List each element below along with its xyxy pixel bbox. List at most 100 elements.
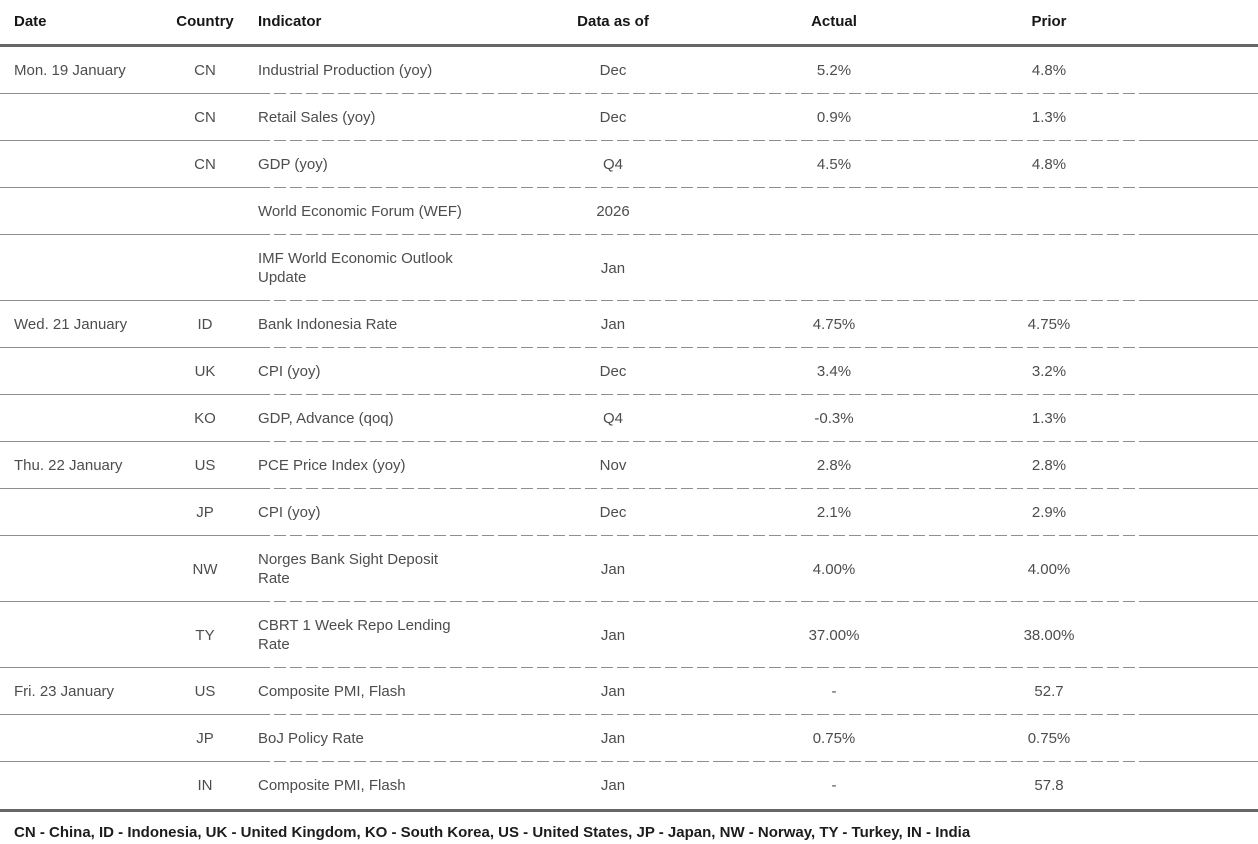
table-row: TY CBRT 1 Week Repo Lending Rate Jan 37.… <box>0 602 1258 668</box>
date-cell <box>0 141 152 188</box>
spacer-cell <box>1151 602 1258 668</box>
date-cell: Wed. 21 January <box>0 301 152 348</box>
prior-cell: 1.3% <box>947 395 1151 442</box>
data-as-of-cell: Jan <box>505 602 721 668</box>
country-cell: KO <box>152 395 258 442</box>
data-as-of-cell: Jan <box>505 668 721 715</box>
country-cell: UK <box>152 348 258 395</box>
date-cell <box>0 188 152 235</box>
data-as-of-cell: 2026 <box>505 188 721 235</box>
data-as-of-cell: Jan <box>505 715 721 762</box>
column-header-country: Country <box>152 0 258 47</box>
prior-cell: 4.00% <box>947 536 1151 602</box>
indicator-cell: Composite PMI, Flash <box>258 668 505 715</box>
indicator-cell: CPI (yoy) <box>258 489 505 536</box>
prior-cell: 52.7 <box>947 668 1151 715</box>
spacer-cell <box>1151 715 1258 762</box>
actual-cell: 4.5% <box>721 141 947 188</box>
column-header-actual: Actual <box>721 0 947 47</box>
actual-cell <box>721 188 947 235</box>
date-cell <box>0 536 152 602</box>
prior-cell <box>947 188 1151 235</box>
country-cell: CN <box>152 94 258 141</box>
country-cell: IN <box>197 777 213 794</box>
indicator-cell: CBRT 1 Week Repo Lending Rate <box>258 602 505 668</box>
country-code-legend: CN - China, ID - Indonesia, UK - United … <box>0 809 1258 843</box>
data-as-of-cell: Jan <box>505 301 721 348</box>
actual-cell: -0.3% <box>721 395 947 442</box>
actual-cell: 3.4% <box>721 348 947 395</box>
country-cell: US <box>152 442 258 489</box>
country-cell: TY <box>152 602 258 668</box>
prior-cell: 2.9% <box>947 489 1151 536</box>
table-row: Wed. 21 January ID Bank Indonesia Rate J… <box>0 301 1258 348</box>
indicator-cell: GDP, Advance (qoq) <box>258 395 505 442</box>
table-row: KO GDP, Advance (qoq) Q4 -0.3% 1.3% <box>0 395 1258 442</box>
table-row: JP CPI (yoy) Dec 2.1% 2.9% <box>0 489 1258 536</box>
indicator-cell: CPI (yoy) <box>258 348 505 395</box>
prior-cell: 57.8 <box>1034 777 1064 794</box>
country-cell: NW <box>152 536 258 602</box>
table-row: IMF World Economic Outlook Update Jan <box>0 235 1258 301</box>
indicator-cell: Composite PMI, Flash <box>258 777 406 794</box>
spacer-cell <box>1151 301 1258 348</box>
date-cell: Mon. 19 January <box>0 47 152 94</box>
actual-cell: 5.2% <box>721 47 947 94</box>
spacer-cell <box>1151 188 1258 235</box>
country-cell: JP <box>152 489 258 536</box>
date-cell <box>0 762 152 809</box>
country-cell: CN <box>152 141 258 188</box>
country-cell: ID <box>152 301 258 348</box>
spacer-cell <box>1151 489 1258 536</box>
prior-cell: 38.00% <box>947 602 1151 668</box>
actual-cell: 4.75% <box>721 301 947 348</box>
actual-cell: 2.1% <box>721 489 947 536</box>
date-cell: Fri. 23 January <box>0 668 152 715</box>
date-cell <box>0 602 152 668</box>
spacer-cell <box>1151 395 1258 442</box>
table-row: UK CPI (yoy) Dec 3.4% 3.2% <box>0 348 1258 395</box>
prior-cell: 4.8% <box>947 47 1151 94</box>
prior-cell <box>947 235 1151 301</box>
actual-cell: 37.00% <box>721 602 947 668</box>
prior-cell: 4.75% <box>947 301 1151 348</box>
spacer-cell <box>1151 94 1258 141</box>
indicator-cell: Retail Sales (yoy) <box>258 94 505 141</box>
economic-calendar-table: Date Country Indicator Data as of Actual… <box>0 0 1258 809</box>
indicator-cell: PCE Price Index (yoy) <box>258 442 505 489</box>
prior-cell: 0.75% <box>947 715 1151 762</box>
data-as-of-cell: Dec <box>505 94 721 141</box>
date-cell <box>0 395 152 442</box>
data-as-of-cell: Dec <box>505 47 721 94</box>
date-cell <box>0 348 152 395</box>
spacer-cell <box>1151 762 1258 809</box>
data-as-of-cell: Q4 <box>505 141 721 188</box>
spacer-cell <box>1151 235 1258 301</box>
actual-cell <box>721 235 947 301</box>
indicator-cell: BoJ Policy Rate <box>258 715 505 762</box>
country-cell: JP <box>152 715 258 762</box>
indicator-cell: Norges Bank Sight Deposit Rate <box>258 536 505 602</box>
actual-cell: 0.9% <box>721 94 947 141</box>
date-cell <box>0 235 152 301</box>
prior-cell: 4.8% <box>947 141 1151 188</box>
data-as-of-cell: Nov <box>505 442 721 489</box>
country-cell: US <box>152 668 258 715</box>
table-row: NW Norges Bank Sight Deposit Rate Jan 4.… <box>0 536 1258 602</box>
prior-cell: 1.3% <box>947 94 1151 141</box>
date-cell <box>0 94 152 141</box>
date-cell <box>0 715 152 762</box>
actual-cell: 4.00% <box>721 536 947 602</box>
column-header-prior: Prior <box>947 0 1151 47</box>
column-header-indicator: Indicator <box>258 0 505 47</box>
spacer-cell <box>1151 442 1258 489</box>
prior-cell: 3.2% <box>947 348 1151 395</box>
spacer-cell <box>1151 47 1258 94</box>
spacer-cell <box>1151 536 1258 602</box>
data-as-of-cell: Jan <box>505 536 721 602</box>
country-cell <box>152 188 258 235</box>
indicator-cell: GDP (yoy) <box>258 141 505 188</box>
table-row: Mon. 19 January CN Industrial Production… <box>0 47 1258 94</box>
table-row: Thu. 22 January US PCE Price Index (yoy)… <box>0 442 1258 489</box>
